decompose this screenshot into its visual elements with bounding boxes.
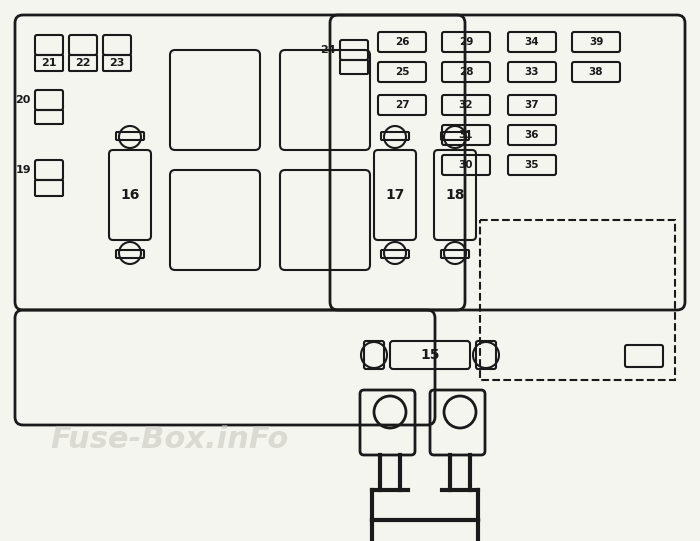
Text: 37: 37 [525,100,539,110]
Text: 24: 24 [321,45,336,55]
Text: 21: 21 [41,58,57,68]
Text: 38: 38 [589,67,603,77]
Text: 20: 20 [15,95,31,105]
Text: 29: 29 [458,37,473,47]
Text: Fuse-Box.inFo: Fuse-Box.inFo [51,426,289,454]
Text: 28: 28 [458,67,473,77]
Text: 30: 30 [458,160,473,170]
Text: 26: 26 [395,37,409,47]
Text: 33: 33 [525,67,539,77]
Text: 39: 39 [589,37,603,47]
Text: 36: 36 [525,130,539,140]
Text: 25: 25 [395,67,409,77]
Text: 35: 35 [525,160,539,170]
Text: 31: 31 [458,130,473,140]
Text: 22: 22 [76,58,91,68]
Text: 17: 17 [385,188,405,202]
Text: 19: 19 [15,165,31,175]
Text: 34: 34 [525,37,539,47]
Text: 18: 18 [445,188,465,202]
Text: 27: 27 [395,100,409,110]
Text: 16: 16 [120,188,140,202]
Text: 32: 32 [458,100,473,110]
Text: 15: 15 [420,348,440,362]
Bar [480,220,675,380]
Text: 23: 23 [109,58,125,68]
